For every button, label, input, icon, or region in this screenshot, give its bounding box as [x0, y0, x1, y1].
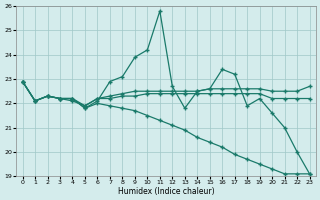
X-axis label: Humidex (Indice chaleur): Humidex (Indice chaleur)	[118, 187, 214, 196]
